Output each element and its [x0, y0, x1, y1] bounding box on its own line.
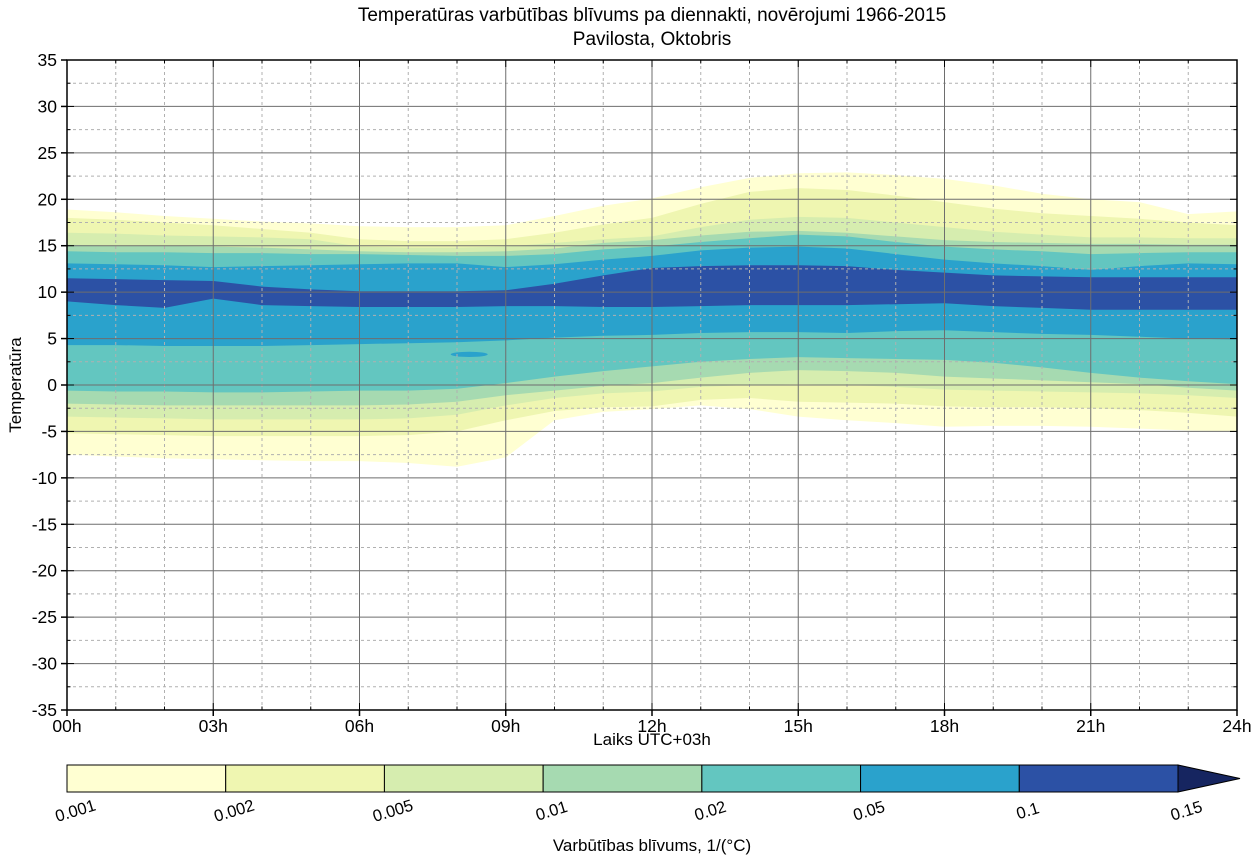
x-tick-label: 09h	[491, 716, 520, 736]
y-tick-label: 30	[38, 96, 58, 116]
y-tick-label: 0	[47, 375, 57, 395]
y-axis-label: Temperatūra	[6, 337, 25, 433]
x-tick-label: 06h	[345, 716, 374, 736]
y-tick-label: -20	[32, 561, 58, 581]
contour-blob	[450, 351, 488, 357]
x-axis-label: Laiks UTC+03h	[593, 730, 711, 749]
x-tick-label: 00h	[52, 716, 81, 736]
x-tick-label: 12h	[637, 716, 666, 736]
colorbar-arrow	[1177, 764, 1241, 793]
x-tick-label: 18h	[930, 716, 959, 736]
colorbar-tick-label: 0.15	[1169, 798, 1205, 825]
colorbar-tick-label: 0.02	[692, 798, 728, 825]
chart-subtitle: Pavilosta, Oktobris	[572, 29, 732, 50]
colorbar-tick-label: 0.005	[371, 797, 416, 826]
x-tick-label: 15h	[784, 716, 813, 736]
y-tick-label: 5	[47, 329, 57, 349]
colorbar-segment	[860, 764, 1020, 793]
y-tick-label: 35	[38, 50, 57, 70]
y-tick-label: -15	[32, 514, 57, 534]
y-tick-label: -10	[32, 468, 58, 488]
colorbar-segment	[701, 764, 862, 793]
y-tick-label: -25	[32, 607, 57, 627]
colorbar-tick-label: 0.05	[851, 798, 887, 825]
colorbar-segment	[225, 764, 385, 793]
y-tick-label: 15	[38, 236, 57, 256]
y-tick-label: 10	[38, 282, 58, 302]
colorbar-tick-label: 0.002	[212, 797, 257, 826]
colorbar-segment	[66, 764, 227, 793]
y-tick-label: 25	[38, 143, 57, 163]
y-tick-label: 20	[38, 189, 58, 209]
x-tick-label: 03h	[199, 716, 228, 736]
colorbar-tick-label: 0.01	[534, 798, 570, 825]
x-tick-label: 24h	[1222, 716, 1251, 736]
colorbar-tick-label: 0.1	[1014, 799, 1041, 823]
colorbar-segment	[1018, 764, 1179, 793]
y-tick-label: -5	[41, 421, 57, 441]
colorbar-segment	[383, 764, 544, 793]
chart-title: Temperatūras varbūtības blīvums pa dienn…	[357, 5, 947, 26]
colorbar-tick-label: 0.001	[53, 797, 98, 826]
y-tick-label: -35	[32, 700, 57, 720]
y-tick-label: -30	[32, 654, 58, 674]
x-tick-label: 21h	[1076, 716, 1105, 736]
colorbar-segment	[542, 764, 703, 793]
colorbar-label: Varbūtības blīvums, 1/(°C)	[552, 836, 752, 855]
